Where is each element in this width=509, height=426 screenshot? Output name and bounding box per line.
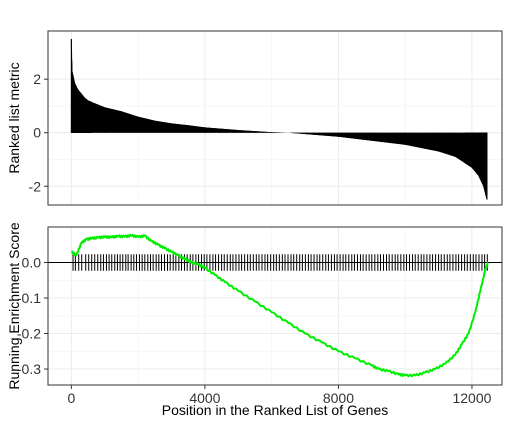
x-tick-label: 8000	[323, 390, 354, 406]
ranked-metric-panel: -2 0 2 Ranked list metric	[6, 30, 503, 206]
running-es-panel: 0.0 -0.1 -0.2 -0.3 0 4000 8000 12000 Running E…	[6, 222, 503, 418]
ranked-metric-y-axis-label: Ranked list metric	[6, 62, 22, 173]
running-es-line	[71, 233, 489, 378]
y-tick-label: -0.2	[17, 326, 41, 342]
ranked-metric-bars	[70, 39, 488, 200]
y-tick-label: 0	[33, 125, 41, 141]
ranked-metric-y-ticks: -2 0 2	[29, 71, 48, 194]
running-es-x-axis-label: Position in the Ranked List of Genes	[162, 402, 388, 418]
running-es-plot-area	[48, 227, 502, 385]
y-tick-label: -2	[29, 178, 42, 194]
x-tick-label: 0	[67, 390, 75, 406]
running-es-y-axis-label: Running Enrichment Score	[6, 222, 22, 390]
running-es-grid	[48, 227, 502, 385]
running-es-y-ticks: 0.0 -0.1 -0.2 -0.3	[17, 255, 48, 377]
running-es-x-ticks: 0 4000 8000 12000	[67, 385, 492, 406]
x-tick-label: 12000	[452, 390, 491, 406]
x-tick-label: 4000	[189, 390, 220, 406]
y-tick-label: -0.3	[17, 361, 41, 377]
y-tick-label: 0.0	[22, 255, 42, 271]
y-tick-label: -0.1	[17, 290, 41, 306]
ranked-metric-frame	[47, 30, 503, 206]
y-tick-label: 2	[33, 71, 41, 87]
running-es-frame	[47, 226, 503, 386]
